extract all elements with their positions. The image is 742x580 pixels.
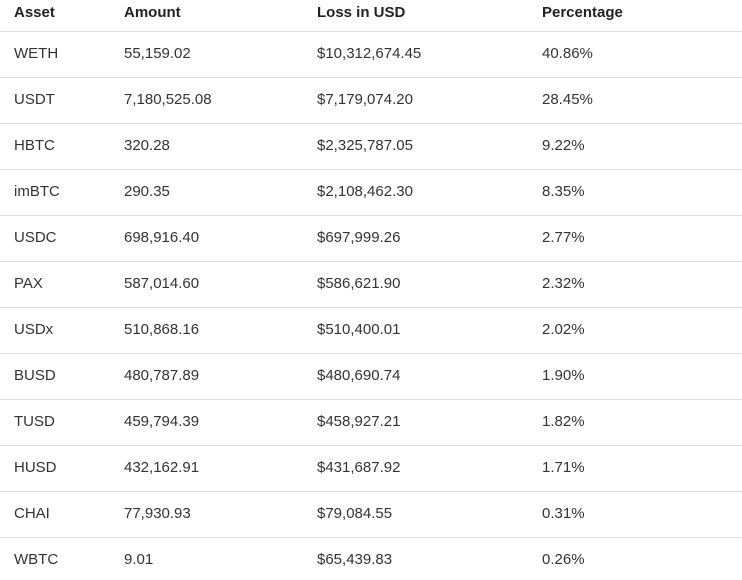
cell-asset: USDx [0,307,124,354]
cell-percentage: 1.71% [542,445,742,492]
cell-amount: 9.01 [124,537,317,580]
cell-percentage: 2.77% [542,215,742,262]
table-row: BUSD 480,787.89 $480,690.74 1.90% [0,353,742,400]
cell-amount: 432,162.91 [124,445,317,492]
cell-amount: 77,930.93 [124,491,317,538]
table-row: imBTC 290.35 $2,108,462.30 8.35% [0,169,742,216]
cell-loss-usd: $480,690.74 [317,353,542,400]
cell-percentage: 2.32% [542,261,742,308]
cell-asset: BUSD [0,353,124,400]
cell-loss-usd: $7,179,074.20 [317,77,542,124]
cell-percentage: 0.26% [542,537,742,580]
cell-percentage: 2.02% [542,307,742,354]
cell-amount: 55,159.02 [124,45,191,62]
table-body: WETH 55,159.02 $10,312,674.45 40.86% USD… [0,32,742,580]
cell-loss-usd: $586,621.90 [317,261,542,308]
cell-loss-usd: $79,084.55 [317,491,542,538]
cell-asset: HBTC [0,123,124,170]
cell-amount: 510,868.16 [124,307,317,354]
cell-amount: 459,794.39 [124,399,317,446]
column-header-percentage: Percentage [542,0,742,32]
cell-loss-usd: $510,400.01 [317,307,542,354]
cell-percentage: 0.31% [542,491,742,538]
cell-loss-usd: $458,927.21 [317,399,542,446]
cell-loss-usd: $2,325,787.05 [317,123,542,170]
cell-asset: PAX [0,261,124,308]
table-row: WBTC 9.01 $65,439.83 0.26% [0,537,742,580]
table-row: TUSD 459,794.39 $458,927.21 1.82% [0,399,742,446]
cell-asset: imBTC [0,169,124,216]
cell-asset: CHAI [0,491,124,538]
cell-percentage: 28.45% [542,77,742,124]
cell-asset: HUSD [0,445,124,492]
cell-percentage: 9.22% [542,123,742,170]
cell-asset: WBTC [0,537,124,580]
column-header-amount: Amount [124,0,317,32]
cell-asset: TUSD [0,399,124,446]
cell-percentage: 8.35% [542,169,742,216]
table-row: USDT 7,180,525.08 $7,179,074.20 28.45% [0,77,742,124]
cell-loss-usd: $2,108,462.30 [317,169,542,216]
cell-asset: USDT [0,77,124,124]
cell-percentage: 1.82% [542,399,742,446]
cell-amount: 320.28 [124,123,317,170]
cell-loss-usd: $65,439.83 [317,537,542,580]
column-header-loss-usd: Loss in USD [317,0,542,32]
cell-amount: 480,787.89 [124,353,317,400]
cell-amount: 587,014.60 [124,261,317,308]
cell-percentage: 40.86% [542,45,593,62]
cell-amount: 290.35 [124,169,317,216]
cell-asset: USDC [0,215,124,262]
table-row: HBTC 320.28 $2,325,787.05 9.22% [0,123,742,170]
cell-amount: 698,916.40 [124,215,317,262]
table-row: USDC 698,916.40 $697,999.26 2.77% [0,215,742,262]
table-row: PAX 587,014.60 $586,621.90 2.32% [0,261,742,308]
cell-loss-usd: $431,687.92 [317,445,542,492]
cell-loss-usd: $10,312,674.45 [317,45,422,62]
table-header-row: Asset Amount Loss in USD Percentage [0,0,742,32]
table-row: WETH 55,159.02 $10,312,674.45 40.86% [0,32,742,78]
column-header-asset: Asset [0,0,124,32]
cell-loss-usd: $697,999.26 [317,215,542,262]
cell-asset: WETH [14,45,59,62]
cell-percentage: 1.90% [542,353,742,400]
table-row: HUSD 432,162.91 $431,687.92 1.71% [0,445,742,492]
table-row: USDx 510,868.16 $510,400.01 2.02% [0,307,742,354]
table-row: CHAI 77,930.93 $79,084.55 0.31% [0,491,742,538]
cell-amount: 7,180,525.08 [124,77,317,124]
